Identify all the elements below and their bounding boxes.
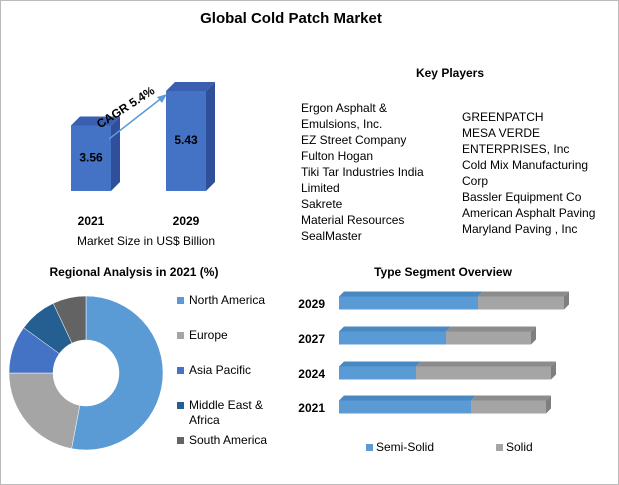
y-tick-label: 2021 (298, 401, 325, 415)
key-player-line: Tiki Tar Industries India (301, 165, 424, 179)
bar-top (478, 291, 569, 297)
key-player-line: GREENPATCH (462, 110, 544, 124)
stacked-title: Type Segment Overview (374, 265, 512, 279)
bar-value-label: 5.43 (174, 133, 198, 147)
bar (471, 400, 546, 414)
y-tick-label: 2024 (298, 367, 325, 381)
key-player-line: EZ Street Company (301, 133, 407, 147)
bar-end (564, 291, 569, 310)
x-tick-label: 2029 (173, 214, 200, 228)
legend-label: Asia Pacific (189, 363, 252, 377)
legend-swatch (177, 297, 184, 304)
key-player-line: MESA VERDE (462, 126, 541, 140)
legend-swatch (366, 444, 373, 451)
key-player-line: ENTERPRISES, Inc (462, 142, 570, 156)
cagr-annotation: CAGR 5.4% (94, 83, 157, 131)
bar (71, 125, 111, 191)
bar-end (551, 361, 556, 380)
key-player-line: SealMaster (301, 229, 362, 243)
y-tick-label: 2027 (298, 332, 325, 346)
bar (339, 366, 416, 380)
pie-slice (8, 372, 81, 449)
bar-top (446, 326, 536, 332)
key-player-line: Corp (462, 174, 489, 188)
legend-label: Semi-Solid (376, 440, 434, 454)
key-players-title: Key Players (416, 66, 484, 80)
bar-end (546, 395, 551, 414)
bar (339, 400, 471, 414)
key-player-line: American Asphalt Paving (462, 206, 596, 220)
key-player-line: Cold Mix Manufacturing (462, 158, 589, 172)
key-players-right: GREENPATCH MESA VERDE ENTERPRISES, Inc Cold… (462, 109, 595, 237)
bar-top (339, 395, 476, 401)
legend-swatch (177, 437, 184, 444)
legend-label: South America (189, 433, 268, 447)
key-players-left: Ergon Asphalt & Emulsions, Inc. EZ Street … (301, 100, 424, 244)
legend-label: Europe (189, 328, 228, 342)
legend-swatch (177, 367, 184, 374)
y-tick-label: 2029 (298, 297, 325, 311)
bar-top (71, 116, 120, 126)
key-player-line: Ergon Asphalt & (301, 101, 388, 115)
key-player-line: Limited (301, 181, 340, 195)
bar-value-label: 3.56 (79, 150, 103, 164)
bar (166, 91, 206, 191)
bar (478, 296, 564, 310)
bar (416, 366, 551, 380)
bar-side (111, 116, 120, 191)
pie-title: Regional Analysis in 2021 (%) (50, 265, 219, 279)
legend-label: Solid (506, 440, 533, 454)
legend-swatch (496, 444, 503, 451)
bar-end (531, 326, 536, 345)
pie-slice (71, 295, 164, 451)
bar (446, 331, 531, 345)
x-tick-label: 2021 (78, 214, 105, 228)
cagr-arrow (108, 96, 164, 140)
key-player-line: Material Resources (301, 213, 405, 227)
bar-top (339, 291, 483, 297)
bar (339, 296, 478, 310)
bar-top (339, 361, 421, 367)
key-player-line: Bassler Equipment Co (462, 190, 582, 204)
bar-top (471, 395, 551, 401)
bar-top (339, 326, 451, 332)
main-title: Global Cold Patch Market (200, 10, 382, 27)
legend-swatch (177, 332, 184, 339)
bar-side (206, 82, 215, 191)
legend-swatch (177, 402, 184, 409)
key-player-line: Sakrete (301, 197, 343, 211)
key-player-line: Fulton Hogan (301, 149, 374, 163)
pie-slice (52, 295, 87, 344)
legend-label: Middle East & Africa (189, 398, 264, 427)
key-player-line: Maryland Paving , Inc (462, 222, 578, 236)
bar-top (166, 82, 215, 91)
x-axis-label: Market Size in US$ Billion (77, 234, 215, 248)
legend-label: North America (189, 293, 266, 307)
cagr-arrowhead (157, 94, 167, 103)
key-player-line: Emulsions, Inc. (301, 117, 383, 131)
bar (339, 331, 446, 345)
bar-top (416, 361, 556, 367)
